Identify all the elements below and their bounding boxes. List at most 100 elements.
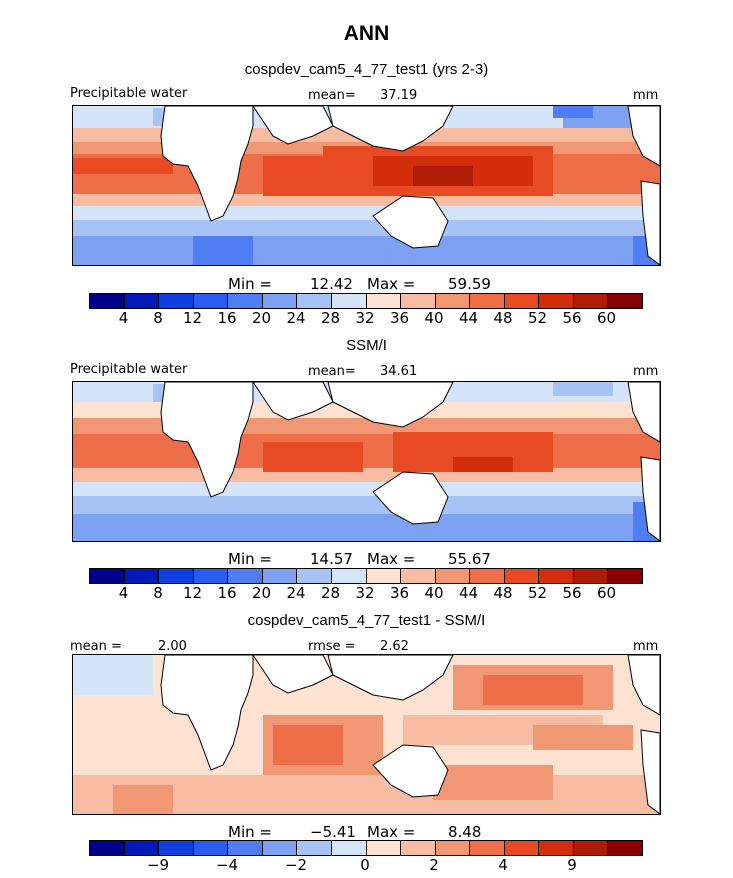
tick-label: 40 (424, 309, 444, 327)
page-title: ANN (343, 22, 390, 45)
tick-label: 36 (389, 584, 410, 602)
tick-label: 20 (251, 584, 272, 602)
colorbar-swatch (539, 569, 574, 583)
colorbar-swatch (124, 841, 160, 855)
tick-label: 60 (596, 309, 617, 327)
colorbar-swatch (401, 569, 436, 583)
panel-2-units: mm (633, 364, 659, 379)
panel-2-map-svg (73, 382, 660, 541)
colorbar-swatch (608, 569, 642, 583)
tick-label: 44 (458, 584, 479, 602)
colorbar-swatch (159, 841, 194, 855)
panel-1-map-svg (73, 106, 660, 265)
colorbar-swatch (228, 841, 263, 855)
tick-label: 32 (355, 309, 375, 327)
panel-3-rmse-label: rmse = (308, 639, 356, 654)
colorbar-swatch (401, 841, 436, 855)
panel-1-max-value: 59.59 (448, 275, 491, 293)
colorbar-swatch (228, 569, 263, 583)
panel-3-map-svg (73, 655, 660, 814)
colorbar-swatch (608, 841, 642, 855)
colorbar-swatch (470, 841, 505, 855)
colorbar-swatch (539, 841, 574, 855)
tick-label: 36 (389, 309, 410, 327)
tick-label: 24 (286, 309, 306, 327)
panel-3-min-label: Min = (228, 823, 272, 841)
tick-label: 9 (567, 856, 577, 874)
tick-label: 56 (562, 584, 582, 602)
colorbar-swatch (124, 569, 160, 583)
colorbar-swatch (470, 569, 505, 583)
panel-3-rmse-value: 2.62 (380, 639, 409, 654)
panel-1-title: cospdev_cam5_4_77_test1 (yrs 2-3) (244, 61, 489, 78)
tick-label: 24 (286, 584, 306, 602)
tick-label: 8 (153, 309, 163, 327)
colorbar-swatch (297, 569, 332, 583)
colorbar-swatch (90, 294, 125, 308)
tick-label: 20 (251, 309, 272, 327)
tick-label: 52 (527, 584, 548, 602)
tick-label: 48 (493, 584, 513, 602)
tick-label: 0 (360, 856, 370, 874)
tick-label: 4 (498, 856, 508, 874)
colorbar-swatch (90, 569, 125, 583)
colorbar-swatch (331, 841, 367, 855)
panel-1-units: mm (633, 88, 659, 103)
panel-1-mean-label: mean= (308, 88, 356, 103)
tick-label: 16 (217, 584, 237, 602)
colorbar-swatch (504, 569, 540, 583)
tick-label: 12 (182, 309, 203, 327)
colorbar-swatch (504, 294, 540, 308)
tick-label: −4 (215, 856, 239, 874)
panel-1-max-label: Max = (367, 275, 416, 293)
colorbar-swatch (435, 569, 471, 583)
colorbar-swatch (504, 841, 540, 855)
panel-1-mean-value: 37.19 (380, 88, 418, 103)
panel-1-min-label: Min = (228, 275, 272, 293)
tick-label: 28 (320, 584, 341, 602)
panel-2-max-label: Max = (367, 550, 416, 568)
panel-3-map (72, 654, 661, 815)
tick-label: 52 (527, 309, 548, 327)
colorbar-swatch (366, 569, 402, 583)
panel-2-min-value: 14.57 (310, 550, 353, 568)
colorbar-swatch (331, 294, 367, 308)
tick-label: 60 (596, 584, 617, 602)
tick-label: 16 (217, 309, 237, 327)
panel-2-tick-labels: 4 8 12 16 20 24 28 32 36 40 44 48 52 56 60 (89, 584, 641, 602)
panel-1-map (72, 105, 661, 266)
colorbar-swatch (573, 569, 609, 583)
panel-2-map (72, 381, 661, 542)
panel-3-tick-labels: −9 −4 −2 0 2 4 9 (89, 856, 641, 874)
panel-2-mean-value: 34.61 (380, 364, 418, 379)
tick-label: 48 (493, 309, 513, 327)
tick-label: 4 (118, 309, 129, 327)
colorbar-swatch (193, 294, 229, 308)
tick-label: 8 (153, 584, 163, 602)
colorbar-swatch (297, 294, 332, 308)
colorbar-swatch (331, 569, 367, 583)
panel-2-min-label: Min = (228, 550, 272, 568)
colorbar-swatch (573, 841, 609, 855)
panel-3-mean-value: 2.00 (158, 639, 187, 654)
colorbar-swatch (262, 841, 298, 855)
colorbar-swatch (124, 294, 160, 308)
colorbar-swatch (366, 294, 402, 308)
colorbar-swatch (435, 841, 471, 855)
colorbar-swatch (435, 294, 471, 308)
panel-3-title: cospdev_cam5_4_77_test1 - SSM/I (247, 612, 486, 629)
panel-2-title: SSM/I (346, 337, 387, 354)
tick-label: 40 (424, 584, 444, 602)
panel-3-min-value: −5.41 (310, 823, 356, 841)
panel-1-min-value: 12.42 (310, 275, 353, 293)
panel-3-max-label: Max = (367, 823, 416, 841)
colorbar-swatch (470, 294, 505, 308)
panel-2-mean-label: mean= (308, 364, 356, 379)
tick-label: 32 (355, 584, 375, 602)
panel-1-colorbar (89, 293, 643, 309)
colorbar-swatch (193, 841, 229, 855)
colorbar-swatch (228, 294, 263, 308)
colorbar-swatch (262, 294, 298, 308)
colorbar-swatch (366, 841, 402, 855)
colorbar-swatch (90, 841, 125, 855)
